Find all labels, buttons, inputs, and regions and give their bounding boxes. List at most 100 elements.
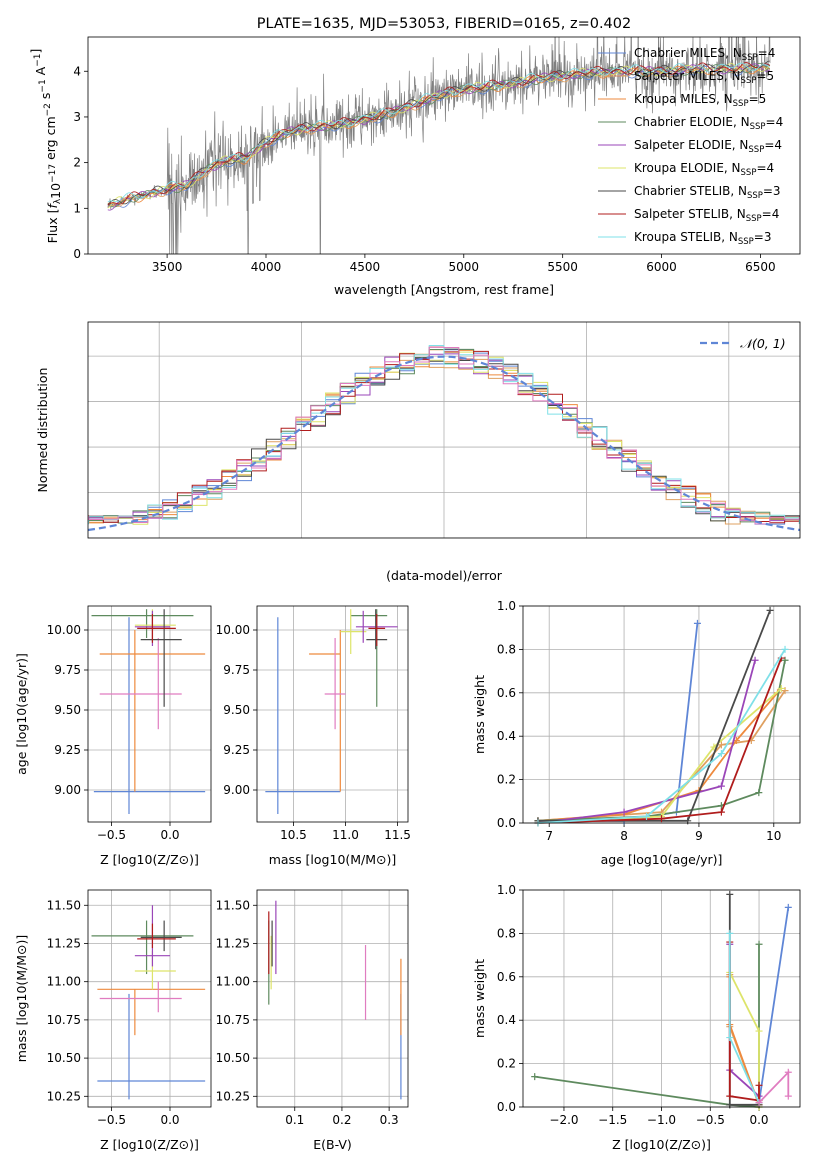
legend-subscript: SSP xyxy=(750,122,766,132)
y-tick-label: 10.75 xyxy=(216,1013,250,1027)
spectrum-ylabel-part: −2 xyxy=(43,103,53,116)
weight-line xyxy=(537,660,756,824)
weight-marker xyxy=(726,929,734,937)
legend-text: Salpeter MILES, N xyxy=(634,69,741,83)
x-tick-label: 0.1 xyxy=(285,1113,304,1127)
weight_vs_Z-panel: −2.0 −1.5 −1.0 −0.5 0.0 0.0 0.2 0.4 0.6 0.8 1.0 Z [… xyxy=(472,883,801,1152)
x-tick-label: −2.0 xyxy=(549,1113,578,1127)
x-tick-label: −0.5 xyxy=(696,1113,725,1127)
weight-marker xyxy=(755,1081,763,1089)
spectrum-title: PLATE=1635, MJD=53053, FIBERID=0165, z=0… xyxy=(257,16,631,32)
weight_vs_age-xlabel: age [log10(age/yr)] xyxy=(601,852,723,867)
y-tick-label: 9.75 xyxy=(54,663,81,677)
y-tick-label: 10.25 xyxy=(216,1089,250,1103)
model-spectrum-line xyxy=(107,60,770,205)
y-tick-label: 0.6 xyxy=(497,686,516,700)
y-tick-label: 11.25 xyxy=(47,936,81,950)
x-tick-label: −0.5 xyxy=(97,828,126,842)
weight-marker xyxy=(781,656,789,664)
legend-entry: Salpeter MILES, NSSP=5 xyxy=(634,69,774,86)
y-tick-label: 9.00 xyxy=(54,783,81,797)
y-tick-label: 10.00 xyxy=(47,623,81,637)
x-tick-label: 6500 xyxy=(745,260,776,274)
legend-suffix: =4 xyxy=(756,161,774,175)
x-tick-label: 11.0 xyxy=(332,828,359,842)
spectrum-panel: 3500 4000 4500 5000 5500 6000 6500 0 1 2 3 4 PLATE=1… xyxy=(28,16,801,297)
model-spectrum-line xyxy=(107,62,770,208)
x-tick-label: 0.3 xyxy=(380,1113,399,1127)
weight-marker xyxy=(784,1092,792,1100)
x-tick-label: 0.0 xyxy=(160,828,179,842)
x-tick-label: 0.0 xyxy=(160,1113,179,1127)
y-tick-label: 0 xyxy=(73,247,81,261)
x-tick-label: 4000 xyxy=(251,260,282,274)
y-tick-label: 11.50 xyxy=(47,898,81,912)
weight-marker xyxy=(726,1092,734,1100)
legend-text: Salpeter STELIB, N xyxy=(634,207,746,221)
y-tick-label: 9.50 xyxy=(223,703,250,717)
weight-marker xyxy=(726,1034,734,1042)
weight-marker xyxy=(717,808,725,816)
weight-marker xyxy=(781,687,789,695)
spectrum-ylabel-part: −17 xyxy=(48,164,58,183)
x-tick-label: −1.5 xyxy=(598,1113,627,1127)
y-tick-label: 11.50 xyxy=(216,898,250,912)
weight-marker xyxy=(726,890,734,898)
x-tick-label: 5500 xyxy=(547,260,578,274)
legend-suffix: =5 xyxy=(756,69,774,83)
legend-text: Chabrier STELIB, N xyxy=(634,184,747,198)
weight-marker xyxy=(693,619,701,627)
axes-frame xyxy=(87,889,212,1108)
legend-text: Chabrier MILES, N xyxy=(634,46,742,60)
y-tick-label: 10.00 xyxy=(216,623,250,637)
y-tick-label: 11.00 xyxy=(216,975,250,989)
weight-line xyxy=(537,648,786,824)
legend-subscript: SSP xyxy=(748,145,764,155)
y-tick-label: 10.25 xyxy=(47,1089,81,1103)
legend-entry: Kroupa ELODIE, NSSP=4 xyxy=(634,161,774,178)
y-tick-label: 9.25 xyxy=(223,743,250,757)
y-tick-label: 10.50 xyxy=(216,1051,250,1065)
y-tick-label: 3 xyxy=(73,110,81,124)
y-tick-label: 11.00 xyxy=(47,975,81,989)
histogram-step xyxy=(88,346,800,525)
age_vs_mass-panel: 10.5 11.0 11.5 9.00 9.25 9.50 9.75 10.00 mass [l… xyxy=(216,605,411,867)
spectrum-ylabel-part: f xyxy=(45,203,60,209)
normal-curve xyxy=(88,355,800,532)
y-tick-label: 9.00 xyxy=(223,783,250,797)
axes-frame xyxy=(87,36,801,255)
legend-text: Kroupa ELODIE, N xyxy=(634,161,741,175)
weight-marker xyxy=(755,1099,763,1107)
spectrum-ylabel-part: −1 xyxy=(38,79,48,92)
weight_vs_age-panel: 7 8 9 10 0.0 0.2 0.4 0.6 0.8 1.0 age [log10(age/yr… xyxy=(472,599,801,867)
x-tick-label: 5000 xyxy=(449,260,480,274)
y-tick-label: 1 xyxy=(73,201,81,215)
legend-suffix: =4 xyxy=(764,138,782,152)
x-tick-label: 3500 xyxy=(152,260,183,274)
weight-marker xyxy=(658,815,665,823)
weight-marker xyxy=(531,1073,539,1081)
weight-line xyxy=(758,907,790,1103)
x-tick-label: 0.0 xyxy=(749,1113,768,1127)
weight-line xyxy=(537,657,783,824)
legend-subscript: SSP xyxy=(746,214,762,224)
residuals-plot-area: −2−101200.10.20.30.4 xyxy=(88,322,800,538)
x-tick-label: 10 xyxy=(766,829,781,843)
spectrum-ylabel-part: 10 xyxy=(48,183,63,199)
mass_vs_Z-xlabel: Z [log10(Z/Z⊙)] xyxy=(100,1137,199,1152)
histogram-step xyxy=(88,345,800,525)
weight-marker xyxy=(620,808,628,816)
weight-marker xyxy=(643,812,651,820)
legend-entry: Chabrier MILES, NSSP=4 xyxy=(634,46,775,63)
mass_vs_Z-ylabel: mass [log10(M/M⊙)] xyxy=(14,935,29,1063)
axes-frame xyxy=(256,605,409,823)
y-tick-label: 0.4 xyxy=(497,729,516,743)
y-tick-label: 0.8 xyxy=(497,642,516,656)
weight_vs_Z-xlabel: Z [log10(Z/Z⊙)] xyxy=(612,1137,711,1152)
legend-entry: Kroupa MILES, NSSP=5 xyxy=(634,92,766,109)
residuals-xlabel: (data-model)/error xyxy=(386,568,503,583)
legend-suffix: =4 xyxy=(762,207,780,221)
axes-frame xyxy=(522,889,801,1108)
legend-entry: Kroupa STELIB, NSSP=3 xyxy=(634,230,772,247)
model-spectrum-line xyxy=(107,62,771,203)
